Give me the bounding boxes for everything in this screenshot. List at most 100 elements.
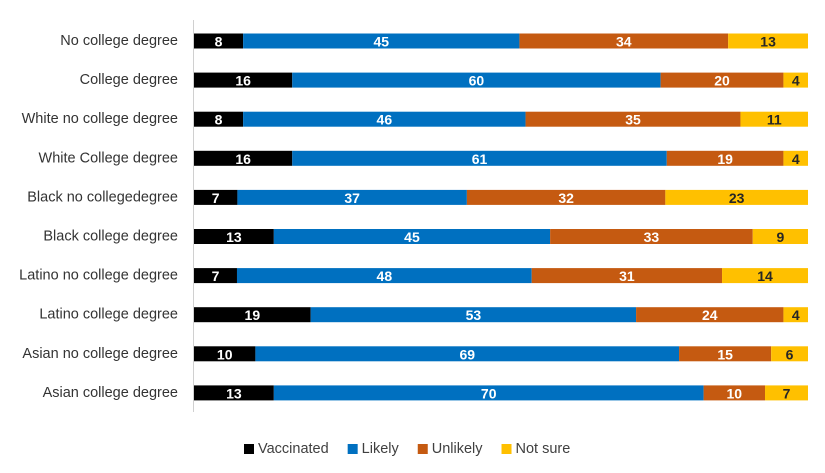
data-label-unlikely-black-no-collegedegree: 32 xyxy=(558,190,574,206)
data-label-not-sure-latino-no-college-degree: 14 xyxy=(757,268,773,284)
bar-unlikely-black-college-degree xyxy=(550,229,753,244)
category-label-latino-college-degree: Latino college degree xyxy=(39,307,178,323)
bar-likely-white-no-college-degree xyxy=(243,111,526,127)
data-label-vaccinated-asian-college-degree: 13 xyxy=(226,385,242,401)
legend-swatch-unlikely xyxy=(417,444,428,454)
data-label-not-sure-asian-college-degree: 7 xyxy=(783,385,791,401)
data-label-unlikely-latino-no-college-degree: 31 xyxy=(619,268,635,284)
bar-not-sure-asian-college-degree xyxy=(765,385,808,401)
bar-unlikely-latino-college-degree xyxy=(636,307,784,323)
bar-likely-latino-college-degree xyxy=(310,307,637,323)
data-label-likely-white-no-college-degree: 46 xyxy=(377,112,393,128)
data-label-likely-white-college-degree: 61 xyxy=(472,151,488,167)
data-label-vaccinated-white-college-degree: 16 xyxy=(235,151,251,167)
bar-not-sure-white-no-college-degree xyxy=(740,111,808,127)
bar-likely-white-college-degree xyxy=(292,150,667,166)
data-label-unlikely-latino-college-degree: 24 xyxy=(702,307,718,323)
bar-unlikely-asian-no-college-degree xyxy=(679,346,772,362)
data-label-not-sure-black-no-collegedegree: 23 xyxy=(729,190,745,206)
bar-vaccinated-asian-college-degree xyxy=(194,385,274,401)
category-label-asian-no-college-degree: Asian no college degree xyxy=(22,346,178,362)
bar-vaccinated-latino-college-degree xyxy=(194,307,311,323)
bar-not-sure-black-no-collegedegree xyxy=(665,189,808,205)
bar-vaccinated-asian-no-college-degree xyxy=(194,346,256,362)
data-label-vaccinated-latino-college-degree: 19 xyxy=(245,307,261,323)
legend-label-likely: Likely xyxy=(362,441,400,457)
bar-not-sure-latino-no-college-degree xyxy=(722,268,808,284)
data-label-likely-asian-no-college-degree: 69 xyxy=(459,346,475,362)
data-label-unlikely-no-college-degree: 34 xyxy=(616,34,632,50)
bar-not-sure-asian-no-college-degree xyxy=(771,346,808,362)
bar-unlikely-black-no-collegedegree xyxy=(466,189,666,205)
bar-not-sure-latino-college-degree xyxy=(783,307,808,323)
data-label-vaccinated-asian-no-college-degree: 10 xyxy=(217,346,233,362)
category-label-latino-no-college-degree: Latino no college degree xyxy=(19,268,178,284)
bar-unlikely-asian-college-degree xyxy=(703,385,766,401)
bar-likely-black-no-collegedegree xyxy=(237,189,467,205)
data-label-vaccinated-no-college-degree: 8 xyxy=(215,34,223,50)
data-label-unlikely-asian-college-degree: 10 xyxy=(727,385,743,401)
bar-unlikely-no-college-degree xyxy=(519,33,729,49)
bar-vaccinated-black-college-degree xyxy=(194,229,274,244)
legend-label-not-sure: Not sure xyxy=(516,441,571,457)
data-label-not-sure-no-college-degree: 13 xyxy=(760,34,776,50)
data-label-likely-black-college-degree: 45 xyxy=(404,229,420,245)
category-label-college-degree: College degree xyxy=(80,72,178,88)
data-label-vaccinated-white-no-college-degree: 8 xyxy=(215,112,223,128)
bar-unlikely-white-college-degree xyxy=(666,150,784,166)
data-label-unlikely-white-no-college-degree: 35 xyxy=(625,112,641,128)
bar-likely-black-college-degree xyxy=(273,229,551,244)
data-label-likely-latino-college-degree: 53 xyxy=(466,307,482,323)
category-label-black-college-degree: Black college degree xyxy=(43,229,178,245)
data-label-vaccinated-latino-no-college-degree: 7 xyxy=(212,268,220,284)
data-label-likely-asian-college-degree: 70 xyxy=(481,385,497,401)
legend-swatch-likely xyxy=(347,444,358,454)
bar-likely-asian-college-degree xyxy=(273,385,704,401)
data-label-vaccinated-black-college-degree: 13 xyxy=(226,229,242,245)
bar-unlikely-latino-no-college-degree xyxy=(531,268,723,284)
category-label-no-college-degree: No college degree xyxy=(60,33,178,49)
bar-not-sure-white-college-degree xyxy=(783,150,808,166)
legend-swatch-not-sure xyxy=(501,444,512,454)
bar-unlikely-college-degree xyxy=(660,72,784,88)
data-label-not-sure-black-college-degree: 9 xyxy=(776,229,784,245)
data-label-not-sure-white-college-degree: 4 xyxy=(792,151,800,167)
legend-item-unlikely: Unlikely xyxy=(417,441,484,457)
data-label-unlikely-college-degree: 20 xyxy=(714,73,730,89)
bar-likely-asian-no-college-degree xyxy=(255,346,680,362)
bar-vaccinated-latino-no-college-degree xyxy=(194,268,237,284)
data-label-not-sure-latino-college-degree: 4 xyxy=(792,307,800,323)
legend-item-not-sure: Not sure xyxy=(501,441,571,457)
category-labels: No college degree College degree White no … xyxy=(19,33,178,401)
data-label-likely-college-degree: 60 xyxy=(469,73,485,89)
bar-vaccinated-college-degree xyxy=(194,72,293,88)
data-label-not-sure-college-degree: 4 xyxy=(792,73,800,89)
data-label-likely-no-college-degree: 45 xyxy=(373,34,389,50)
legend: Vaccinated Likely Unlikely Not sure xyxy=(244,441,570,457)
legend-swatch-vaccinated xyxy=(244,444,254,454)
bar-not-sure-black-college-degree xyxy=(752,229,808,244)
bar-vaccinated-no-college-degree xyxy=(194,33,244,49)
legend-item-vaccinated: Vaccinated xyxy=(244,441,329,457)
data-label-likely-black-no-collegedegree: 37 xyxy=(344,190,360,206)
legend-label-unlikely: Unlikely xyxy=(432,441,484,457)
bar-likely-college-degree xyxy=(292,72,661,88)
data-label-vaccinated-college-degree: 16 xyxy=(235,73,251,89)
bar-not-sure-no-college-degree xyxy=(728,33,808,49)
category-label-black-no-collegedegree: Black no collegedegree xyxy=(27,189,178,205)
data-label-unlikely-asian-no-college-degree: 15 xyxy=(717,346,733,362)
bar-vaccinated-white-college-degree xyxy=(194,150,293,166)
data-label-not-sure-white-no-college-degree: 11 xyxy=(767,112,782,128)
bar-vaccinated-black-no-collegedegree xyxy=(194,189,238,205)
bar-likely-no-college-degree xyxy=(243,33,520,49)
legend-label-vaccinated: Vaccinated xyxy=(258,441,329,457)
bar-vaccinated-white-no-college-degree xyxy=(194,111,244,127)
category-label-asian-college-degree: Asian college degree xyxy=(43,385,178,401)
bar-unlikely-white-no-college-degree xyxy=(525,111,741,127)
bar-likely-latino-no-college-degree xyxy=(236,268,532,284)
bar-not-sure-college-degree xyxy=(783,72,808,88)
data-label-vaccinated-black-no-collegedegree: 7 xyxy=(212,190,220,206)
data-label-unlikely-black-college-degree: 33 xyxy=(644,229,660,245)
